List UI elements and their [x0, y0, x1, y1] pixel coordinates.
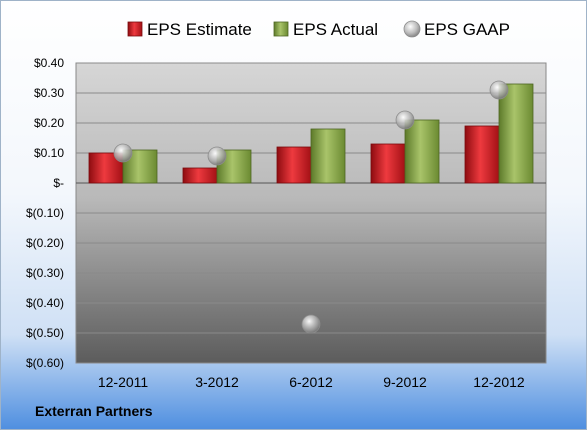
- eps-gaap-point: [395, 110, 415, 130]
- x-axis-labels: 12-2011 3-2012 6-2012 9-2012 12-2012: [98, 374, 525, 390]
- y-tick-label: $(0.50): [26, 326, 64, 340]
- eps-estimate-bar: [464, 125, 500, 184]
- eps-gaap-point: [207, 146, 227, 166]
- legend-swatch: [273, 21, 289, 37]
- x-category-label: 9-2012: [383, 374, 427, 390]
- legend-label: EPS Actual: [293, 20, 378, 39]
- y-tick-label: $0.40: [34, 56, 64, 70]
- y-axis-labels: $0.40 $0.30 $0.20 $0.10 $- $(0.10) $(0.20) $(0.…: [26, 56, 64, 370]
- x-category-label: 12-2011: [98, 374, 149, 390]
- x-category-label: 6-2012: [289, 374, 333, 390]
- eps-estimate-bar: [370, 143, 406, 184]
- x-category-label: 12-2012: [473, 374, 525, 390]
- eps-actual-bar: [310, 128, 346, 184]
- y-tick-label: $(0.10): [26, 206, 64, 220]
- legend-label: EPS GAAP: [424, 20, 510, 39]
- eps-estimate-bar: [182, 167, 218, 184]
- company-name: Exterran Partners: [35, 403, 153, 419]
- eps-gaap-point: [489, 80, 509, 100]
- y-tick-label: $-: [53, 176, 64, 190]
- eps-actual-bar: [498, 83, 534, 184]
- y-tick-label: $0.10: [34, 146, 64, 160]
- y-tick-label: $0.30: [34, 86, 64, 100]
- legend-swatch: [127, 21, 143, 37]
- x-category-label: 3-2012: [195, 374, 239, 390]
- y-tick-label: $0.20: [34, 116, 64, 130]
- y-tick-label: $(0.30): [26, 266, 64, 280]
- eps-estimate-bar: [276, 146, 312, 184]
- gaap-points: [113, 80, 509, 334]
- eps-gaap-point: [301, 314, 321, 334]
- y-tick-label: $(0.40): [26, 296, 64, 310]
- legend: EPS Estimate EPS Actual EPS GAAP: [127, 20, 510, 39]
- eps-gaap-point: [113, 143, 133, 163]
- legend-label: EPS Estimate: [147, 20, 252, 39]
- eps-actual-bar: [404, 119, 440, 184]
- legend-swatch: [403, 20, 421, 38]
- y-tick-label: $(0.20): [26, 236, 64, 250]
- y-tick-label: $(0.60): [26, 356, 64, 370]
